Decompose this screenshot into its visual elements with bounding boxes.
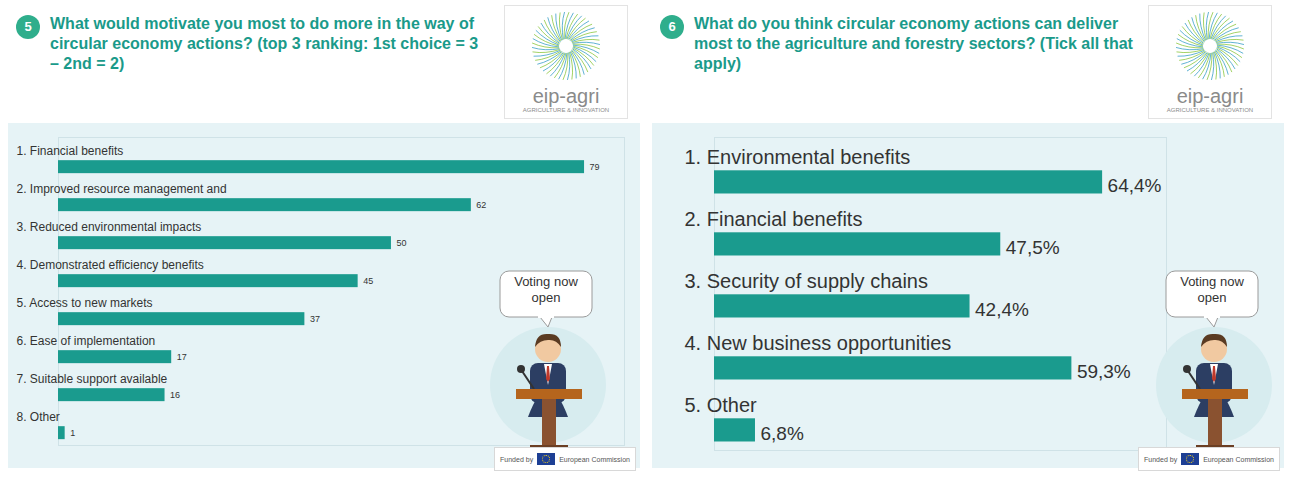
svg-text:5. Other: 5. Other <box>685 394 758 416</box>
html-text:6: 6 <box>668 19 676 34</box>
svg-text:1. Environmental benefits: 1. Environmental benefits <box>685 146 911 168</box>
svg-text:2. Improved resource managemen: 2. Improved resource management and <box>17 182 227 196</box>
svg-text:37: 37 <box>310 314 320 324</box>
svg-text:7. Suitable support available: 7. Suitable support available <box>17 372 168 386</box>
html-text:Funded by: Funded by <box>500 455 534 463</box>
svg-text:4. Demonstrated efficiency ben: 4. Demonstrated efficiency benefits <box>17 258 204 272</box>
html-text:eip-agri: eip-agri <box>532 85 600 107</box>
svg-text:64,4%: 64,4% <box>1108 175 1162 196</box>
svg-text:59,3%: 59,3% <box>1077 361 1131 382</box>
svg-text:47,5%: 47,5% <box>1006 237 1060 258</box>
svg-text:4. New business opportunities: 4. New business opportunities <box>685 332 952 354</box>
svg-text:Voting nowopen: Voting nowopen <box>1180 274 1244 305</box>
svg-text:Voting nowopen: Voting nowopen <box>514 274 578 305</box>
svg-text:79: 79 <box>590 162 600 172</box>
svg-text:6. Ease of implementation: 6. Ease of implementation <box>17 334 156 348</box>
svg-text:62: 62 <box>476 200 486 210</box>
html-text:What would motivate you most t: What would motivate you most to do more … <box>50 15 479 72</box>
svg-text:5. Access to new markets: 5. Access to new markets <box>17 296 153 310</box>
html-text:European Commission: European Commission <box>1203 455 1274 463</box>
svg-text:50: 50 <box>396 238 406 248</box>
html-text:AGRICULTURE & INNOVATION: AGRICULTURE & INNOVATION <box>1166 107 1254 113</box>
html-text:AGRICULTURE & INNOVATION: AGRICULTURE & INNOVATION <box>522 107 610 113</box>
svg-text:3. Reduced environmental impac: 3. Reduced environmental impacts <box>17 220 202 234</box>
html-text:European Commission: European Commission <box>559 455 630 463</box>
svg-text:2. Financial benefits: 2. Financial benefits <box>685 208 863 230</box>
svg-text:42,4%: 42,4% <box>975 299 1029 320</box>
html-text:What do you think circular eco: What do you think circular economy actio… <box>694 15 1133 72</box>
svg-text:6,8%: 6,8% <box>760 423 803 444</box>
svg-text:45: 45 <box>363 276 373 286</box>
svg-text:1. Financial benefits: 1. Financial benefits <box>17 144 124 158</box>
svg-text:8. Other: 8. Other <box>17 410 60 424</box>
html-text:eip-agri: eip-agri <box>1176 85 1244 107</box>
svg-text:17: 17 <box>177 352 187 362</box>
svg-text:1: 1 <box>70 428 75 438</box>
html-text:5: 5 <box>24 19 32 34</box>
svg-text:3. Security of supply chains: 3. Security of supply chains <box>685 270 928 292</box>
html-text:Funded by: Funded by <box>1144 455 1178 463</box>
svg-text:16: 16 <box>170 390 180 400</box>
